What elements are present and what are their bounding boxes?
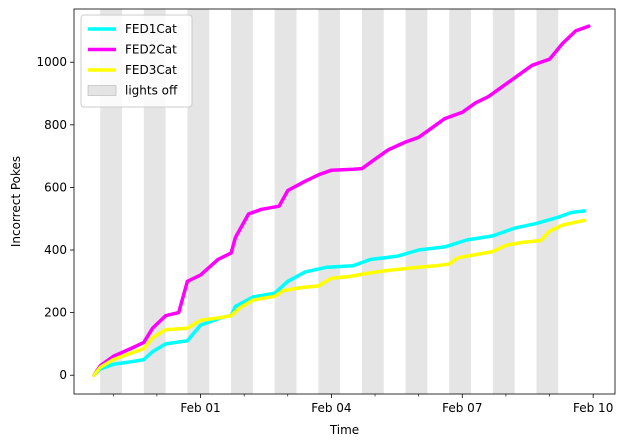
x-tick-label: Feb 07	[442, 401, 482, 415]
x-tick-label: Feb 10	[573, 401, 613, 415]
legend-label-fed2cat: FED2Cat	[125, 43, 177, 57]
y-axis: 0 200 400 600 800 1000	[36, 55, 74, 382]
lights-off-band-5	[318, 9, 341, 394]
x-axis-label: Time	[329, 423, 359, 437]
y-tick-label: 400	[44, 243, 67, 257]
lights-off-band-3	[231, 9, 253, 394]
lights-off-band-6	[361, 9, 384, 394]
legend-label-fed3cat: FED3Cat	[125, 63, 177, 77]
lights-off-band-10	[536, 9, 559, 394]
series-line-fed3cat	[92, 218, 587, 377]
lights-off-band-7	[405, 9, 428, 394]
lights-off-band-4	[274, 9, 297, 394]
y-tick-label: 1000	[36, 55, 67, 69]
lights-off-band-2	[187, 9, 210, 394]
lights-off-band-9	[492, 9, 515, 394]
series-line-fed1cat	[92, 209, 587, 377]
y-tick-label: 0	[59, 368, 67, 382]
y-tick-label: 800	[44, 118, 67, 132]
lights-off-band-8	[449, 9, 472, 394]
legend: FED1Cat FED2Cat FED3Cat lights off	[80, 14, 193, 108]
y-tick-label: 600	[44, 180, 67, 194]
series-layer	[92, 24, 591, 377]
legend-swatch-lights-off	[87, 85, 117, 96]
legend-label-lights-off: lights off	[125, 84, 178, 98]
x-tick-label: Feb 04	[311, 401, 351, 415]
legend-label-fed1cat: FED1Cat	[125, 22, 177, 36]
y-tick-label: 200	[44, 306, 67, 320]
series-line-fed2cat	[92, 24, 591, 377]
plot-frame	[73, 8, 616, 395]
x-tick-label: Feb 01	[180, 401, 220, 415]
y-axis-label: Incorrect Pokes	[9, 156, 23, 247]
legend-box	[80, 14, 193, 108]
x-axis: Feb 01 Feb 04 Feb 07 Feb 10	[112, 394, 613, 415]
